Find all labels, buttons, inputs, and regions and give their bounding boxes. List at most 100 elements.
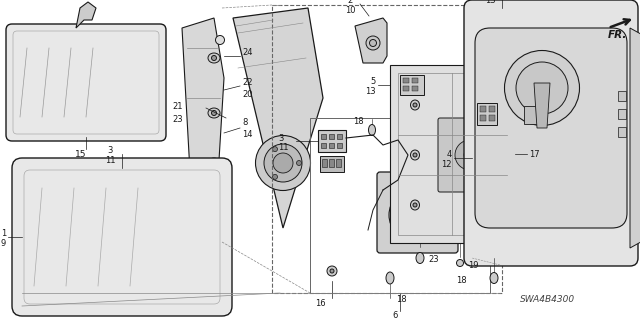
Text: 11: 11 bbox=[105, 156, 115, 165]
Ellipse shape bbox=[216, 35, 225, 44]
Text: 14: 14 bbox=[242, 130, 253, 139]
Ellipse shape bbox=[410, 150, 419, 160]
Bar bbox=[405, 180, 409, 188]
Bar bbox=[321, 143, 326, 148]
Ellipse shape bbox=[369, 40, 376, 47]
Bar bbox=[337, 143, 342, 148]
Text: 18: 18 bbox=[396, 295, 406, 304]
Text: 13: 13 bbox=[365, 87, 376, 96]
Ellipse shape bbox=[397, 197, 433, 233]
Ellipse shape bbox=[490, 272, 498, 284]
Bar bbox=[272, 5, 502, 293]
Text: 2: 2 bbox=[348, 0, 353, 5]
Bar bbox=[489, 106, 495, 112]
Text: 18: 18 bbox=[353, 117, 364, 126]
Text: FR.: FR. bbox=[608, 30, 627, 40]
Text: 9: 9 bbox=[1, 239, 6, 248]
Text: 20: 20 bbox=[242, 90, 253, 99]
Ellipse shape bbox=[410, 200, 419, 210]
Text: 8: 8 bbox=[242, 118, 248, 127]
Bar bbox=[477, 103, 497, 125]
Ellipse shape bbox=[516, 62, 568, 114]
Text: 23: 23 bbox=[173, 115, 183, 124]
Ellipse shape bbox=[369, 124, 376, 136]
FancyBboxPatch shape bbox=[438, 118, 502, 192]
Text: 4: 4 bbox=[447, 150, 452, 159]
Polygon shape bbox=[182, 18, 224, 208]
Ellipse shape bbox=[208, 158, 220, 168]
Bar bbox=[403, 78, 409, 83]
Ellipse shape bbox=[255, 136, 310, 190]
Ellipse shape bbox=[264, 144, 302, 182]
Bar bbox=[401, 177, 429, 191]
Ellipse shape bbox=[208, 53, 220, 63]
Ellipse shape bbox=[211, 56, 216, 61]
Text: 24: 24 bbox=[242, 48, 253, 57]
Bar bbox=[412, 180, 416, 188]
Polygon shape bbox=[534, 83, 550, 128]
Text: 3: 3 bbox=[278, 134, 284, 143]
FancyBboxPatch shape bbox=[6, 24, 166, 141]
Bar bbox=[403, 86, 409, 91]
Text: 18: 18 bbox=[456, 276, 467, 285]
Ellipse shape bbox=[273, 147, 278, 152]
Bar bbox=[400, 75, 424, 95]
Ellipse shape bbox=[456, 259, 463, 266]
Text: SWA4B4300: SWA4B4300 bbox=[520, 295, 575, 304]
Ellipse shape bbox=[413, 203, 417, 207]
Text: 13: 13 bbox=[484, 0, 495, 5]
Bar bbox=[419, 180, 423, 188]
Bar bbox=[329, 159, 334, 167]
Text: 21: 21 bbox=[173, 102, 183, 111]
Bar bbox=[390, 65, 515, 243]
Bar bbox=[618, 109, 626, 119]
Bar bbox=[412, 78, 418, 83]
Ellipse shape bbox=[464, 149, 476, 161]
FancyBboxPatch shape bbox=[464, 0, 638, 266]
Polygon shape bbox=[233, 8, 323, 228]
Ellipse shape bbox=[327, 266, 337, 276]
Text: 11: 11 bbox=[278, 143, 289, 152]
Ellipse shape bbox=[211, 160, 216, 166]
Bar bbox=[321, 134, 326, 139]
Ellipse shape bbox=[389, 189, 441, 241]
Polygon shape bbox=[630, 28, 640, 248]
Bar bbox=[329, 143, 334, 148]
FancyBboxPatch shape bbox=[377, 172, 458, 253]
Bar bbox=[318, 130, 346, 152]
Bar bbox=[329, 134, 334, 139]
Bar bbox=[336, 159, 341, 167]
Ellipse shape bbox=[330, 269, 334, 273]
Bar bbox=[524, 106, 546, 124]
Ellipse shape bbox=[416, 253, 424, 263]
Ellipse shape bbox=[504, 50, 579, 125]
Ellipse shape bbox=[413, 153, 417, 157]
Polygon shape bbox=[76, 2, 96, 28]
Ellipse shape bbox=[366, 36, 380, 50]
FancyBboxPatch shape bbox=[475, 28, 627, 228]
Text: 12: 12 bbox=[442, 160, 452, 169]
Bar bbox=[618, 127, 626, 137]
Text: 3: 3 bbox=[108, 146, 113, 155]
Text: 15: 15 bbox=[76, 150, 87, 159]
Ellipse shape bbox=[413, 103, 417, 107]
Bar bbox=[322, 159, 327, 167]
Ellipse shape bbox=[455, 140, 485, 170]
Text: 22: 22 bbox=[242, 78, 253, 87]
Bar bbox=[489, 115, 495, 121]
Bar bbox=[480, 115, 486, 121]
Bar bbox=[320, 156, 344, 172]
Ellipse shape bbox=[208, 108, 220, 118]
Ellipse shape bbox=[296, 160, 301, 166]
Ellipse shape bbox=[273, 174, 278, 179]
Text: 19: 19 bbox=[468, 261, 479, 270]
Bar bbox=[480, 106, 486, 112]
Bar bbox=[337, 134, 342, 139]
Text: 17: 17 bbox=[529, 150, 540, 159]
Text: 6: 6 bbox=[392, 311, 397, 319]
Bar bbox=[412, 86, 418, 91]
Bar bbox=[398, 73, 507, 235]
Text: 10: 10 bbox=[345, 6, 355, 15]
Ellipse shape bbox=[386, 272, 394, 284]
FancyBboxPatch shape bbox=[12, 158, 232, 316]
